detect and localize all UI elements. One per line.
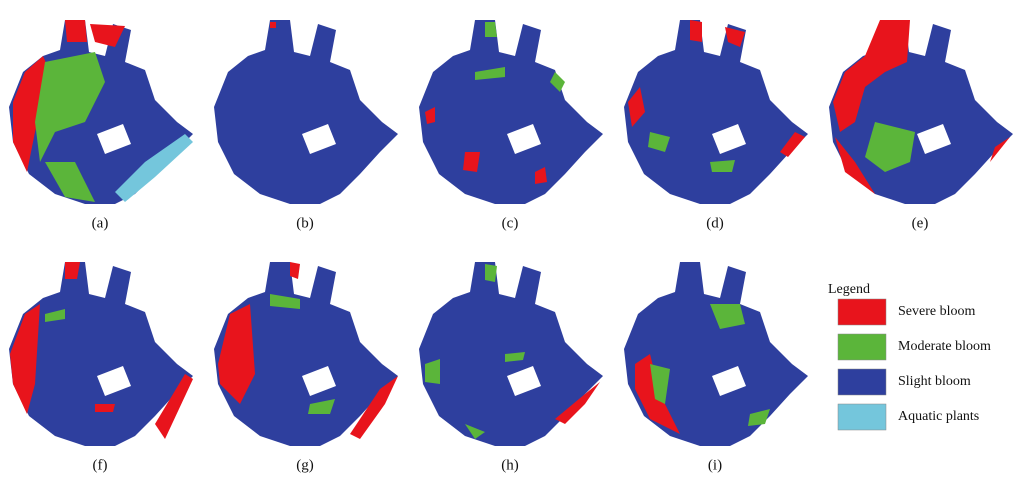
panel-label: (i) <box>708 457 722 473</box>
bloom-patch <box>690 20 702 42</box>
bloom-patch <box>270 22 276 28</box>
legend: Legend Severe bloom Moderate bloom Slight … <box>828 282 991 430</box>
bloom-patch <box>290 262 300 279</box>
panel-label: (f) <box>93 457 108 473</box>
bloom-patch <box>65 20 87 42</box>
legend-swatch <box>838 404 886 430</box>
panel-label: (c) <box>502 215 519 231</box>
map-panel <box>214 262 398 446</box>
map-panel <box>624 20 808 204</box>
legend-label: Severe bloom <box>898 304 975 319</box>
legend-label: Moderate bloom <box>898 339 991 354</box>
map-panel <box>419 262 603 446</box>
bloom-patch <box>485 264 497 282</box>
map-panel <box>829 20 1013 204</box>
map-panel <box>624 262 808 446</box>
map-base <box>624 20 808 204</box>
legend-title: Legend <box>828 282 870 297</box>
map-base <box>419 20 603 204</box>
legend-swatch <box>838 334 886 360</box>
bloom-patch <box>485 22 497 37</box>
legend-label: Slight bloom <box>898 374 971 389</box>
map-panel <box>9 20 193 204</box>
panel-label: (a) <box>92 215 109 231</box>
map-base <box>214 20 398 204</box>
legend-label: Aquatic plants <box>898 409 979 424</box>
map-panel <box>419 20 603 204</box>
figure: Legend Severe bloom Moderate bloom Slight … <box>0 0 1021 477</box>
map-panel <box>9 262 193 446</box>
panel-label: (e) <box>912 215 929 231</box>
panel-label: (g) <box>296 457 314 473</box>
legend-swatch <box>838 299 886 325</box>
panel-label: (d) <box>706 215 724 231</box>
legend-swatch <box>838 369 886 395</box>
bloom-patch <box>95 404 115 412</box>
panel-label: (b) <box>296 215 314 231</box>
bloom-patch <box>710 160 735 172</box>
map-panel <box>214 20 398 204</box>
panel-label: (h) <box>501 457 519 473</box>
